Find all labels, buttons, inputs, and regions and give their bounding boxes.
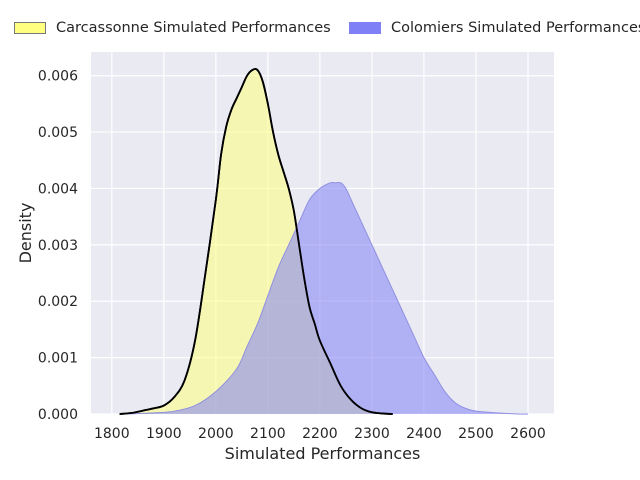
legend: Carcassonne Simulated Performances Colom… [0, 20, 640, 42]
legend-label-colomiers: Colomiers Simulated Performances [391, 20, 640, 36]
y-tick-labels: 0.000 0.001 0.002 0.003 0.004 0.005 0.006 [38, 69, 78, 423]
density-line-carcassonne-top [119, 68, 393, 415]
x-tick-label: 1800 [94, 426, 130, 442]
y-tick-label: 0.003 [38, 238, 78, 254]
x-tick-label: 2500 [458, 426, 494, 442]
y-tick-label: 0.006 [38, 69, 78, 85]
density-line-colomiers [127, 181, 528, 415]
legend-item-carcassonne: Carcassonne Simulated Performances [14, 20, 331, 36]
x-tick-label: 2200 [302, 426, 338, 442]
x-tick-label: 2100 [250, 426, 286, 442]
density-area-carcassonne [119, 68, 393, 414]
density-areas [119, 68, 528, 415]
y-tick-label: 0.002 [38, 294, 78, 310]
x-tick-label: 2600 [510, 426, 546, 442]
y-tick-label: 0.004 [38, 181, 78, 197]
x-tick-label: 2000 [198, 426, 234, 442]
y-tick-label: 0.005 [38, 125, 78, 141]
legend-swatch-carcassonne [14, 22, 46, 34]
density-area-colomiers [127, 182, 528, 415]
x-tick-labels: 1800 1900 2000 2100 2200 2300 2400 2500 2600 [94, 426, 546, 442]
x-tick-label: 2400 [406, 426, 442, 442]
y-tick-label: 0.000 [38, 407, 78, 423]
legend-label-carcassonne: Carcassonne Simulated Performances [56, 20, 331, 36]
legend-item-colomiers: Colomiers Simulated Performances [349, 20, 640, 36]
x-tick-label: 2300 [354, 426, 390, 442]
y-tick-label: 0.001 [38, 351, 78, 367]
x-tick-label: 1900 [146, 426, 182, 442]
x-axis-label: Simulated Performances [225, 444, 421, 463]
legend-swatch-colomiers [349, 22, 381, 34]
y-axis-label: Density [16, 203, 35, 264]
